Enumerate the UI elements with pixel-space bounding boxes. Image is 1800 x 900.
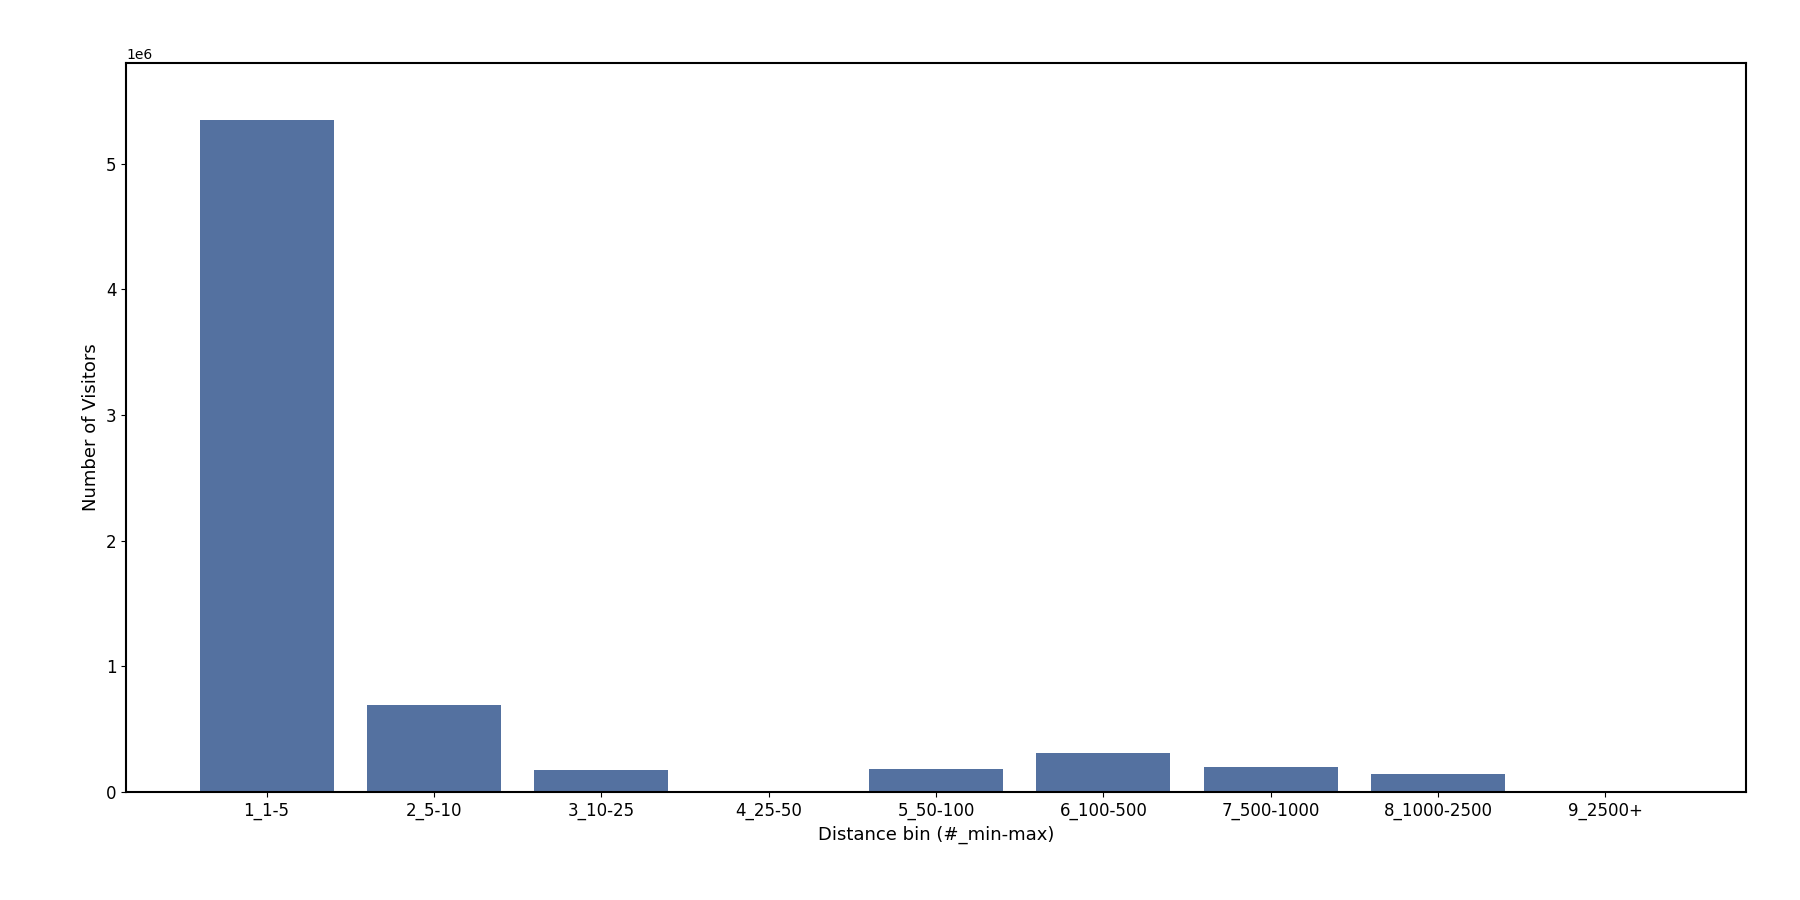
Bar	[1037, 753, 1170, 792]
Bar	[1204, 768, 1337, 792]
Bar	[200, 120, 333, 792]
Bar	[367, 705, 500, 792]
Y-axis label: Number of Visitors: Number of Visitors	[83, 344, 101, 511]
X-axis label: Distance bin (#_min-max): Distance bin (#_min-max)	[817, 825, 1055, 843]
Bar	[535, 770, 668, 792]
Bar	[1372, 774, 1505, 792]
Bar	[869, 769, 1003, 792]
Bar	[1539, 791, 1672, 792]
